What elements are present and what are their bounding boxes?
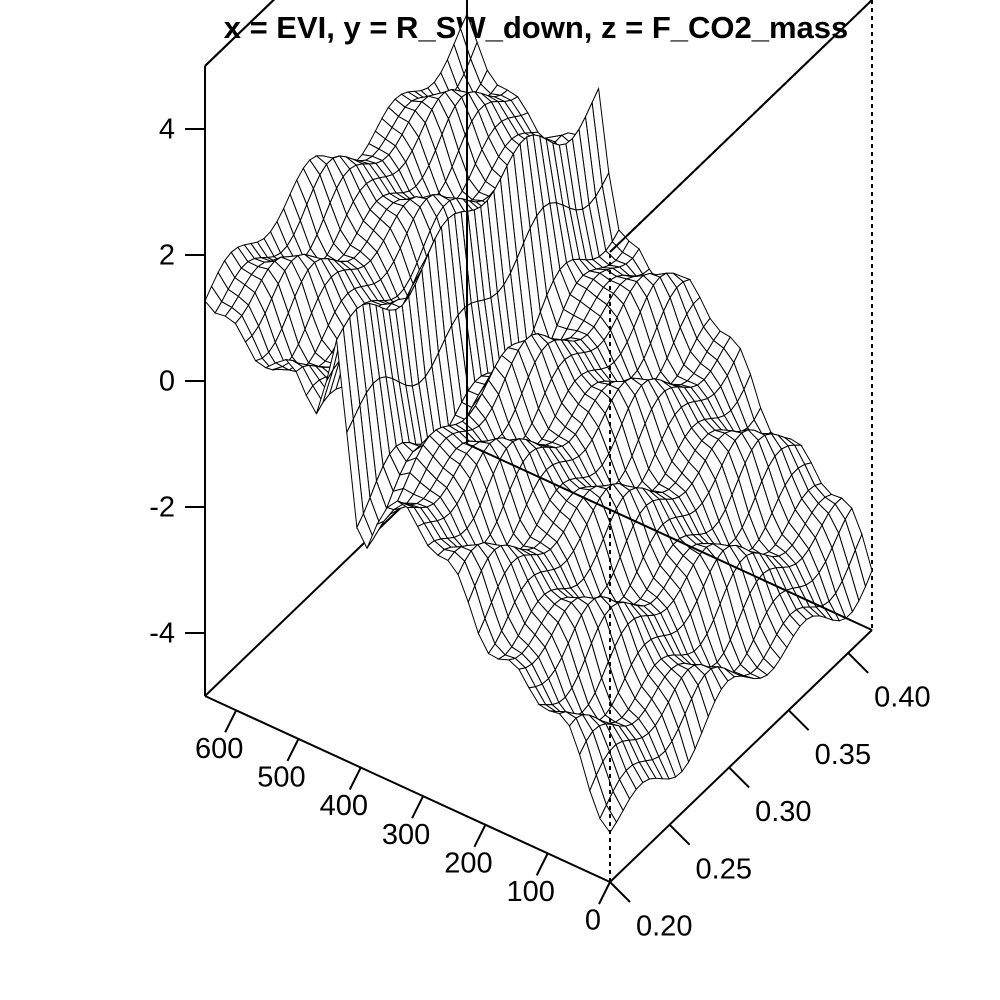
y-tick-label: 300 — [382, 819, 430, 851]
box-edge — [466, 443, 873, 631]
z-tick-label: 0 — [159, 366, 175, 398]
y-tick-label: 500 — [257, 762, 305, 794]
axis-ticks: 0.200.250.300.350.40 0 100 200 300 400 500 600 -… — [149, 114, 930, 943]
box-front-edges — [204, 0, 873, 883]
y-tick-label: 400 — [320, 790, 368, 822]
z-tick-label: 2 — [159, 240, 175, 272]
x-tick-label: 0.35 — [815, 739, 871, 771]
box-edge — [609, 629, 873, 883]
x-tick — [609, 881, 631, 903]
y-tick — [286, 738, 300, 762]
y-tick-label: 0 — [585, 905, 601, 937]
y-tick — [598, 881, 611, 905]
y-tick — [224, 709, 238, 733]
x-tick-label: 0.40 — [874, 682, 930, 714]
y-tick — [535, 852, 549, 876]
x-tick-label: 0.30 — [755, 796, 811, 828]
x-tick-label: 0.20 — [636, 911, 692, 943]
x-tick — [728, 766, 750, 789]
z-tick-label: -4 — [149, 618, 175, 650]
x-tick — [668, 824, 691, 846]
x-tick — [847, 652, 869, 674]
surface-facet — [599, 803, 618, 834]
y-tick — [473, 824, 487, 848]
y-tick-label: 200 — [444, 847, 492, 879]
chart-title: x = EVI, y = R_SW_down, z = F_CO2_mass — [223, 10, 849, 45]
x-tick-label: 0.25 — [696, 853, 752, 885]
box-edge — [204, 0, 276, 67]
y-tick-label: 600 — [195, 733, 243, 765]
y-tick-label: 100 — [506, 876, 554, 908]
y-tick — [411, 795, 424, 819]
z-tick-label: -2 — [149, 492, 175, 524]
surface-mesh — [204, 12, 873, 834]
box-edge — [204, 0, 276, 67]
box-edge — [204, 695, 611, 883]
box-edge — [609, 0, 873, 253]
y-tick — [348, 767, 362, 790]
z-tick-label: 4 — [159, 114, 175, 146]
x-tick — [787, 709, 810, 731]
